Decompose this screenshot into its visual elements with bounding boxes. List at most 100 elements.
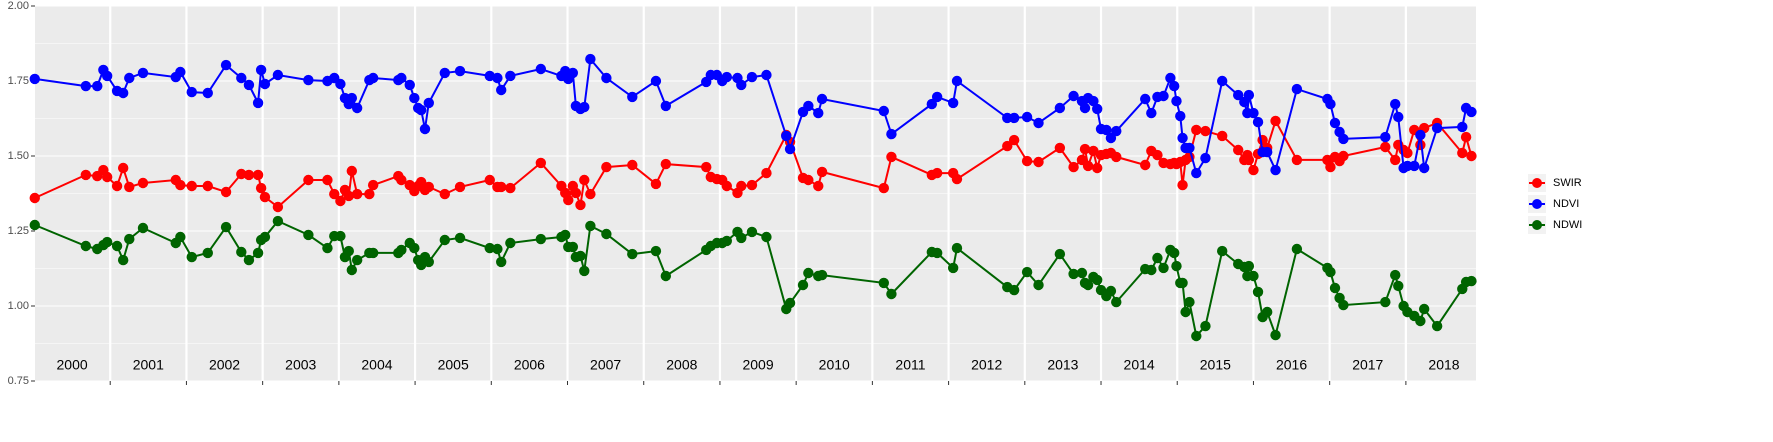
point	[1380, 296, 1391, 308]
point	[496, 181, 507, 193]
point	[585, 53, 596, 65]
point	[423, 97, 434, 109]
y-tick-label: 1.75	[8, 75, 29, 87]
point	[813, 107, 824, 119]
point	[931, 247, 943, 259]
point	[1261, 306, 1273, 318]
point	[878, 182, 890, 194]
point	[1431, 122, 1443, 134]
point	[813, 180, 824, 192]
point	[220, 221, 232, 233]
point	[1158, 262, 1169, 274]
point	[1415, 129, 1426, 141]
point	[1092, 274, 1103, 286]
point	[951, 242, 963, 254]
point	[1217, 75, 1228, 87]
point	[272, 215, 284, 227]
point	[272, 69, 284, 81]
point	[784, 297, 796, 309]
point	[601, 161, 612, 173]
point	[816, 269, 828, 281]
point	[1243, 89, 1255, 101]
point	[396, 174, 407, 186]
point	[1291, 154, 1303, 166]
point	[1008, 134, 1020, 146]
point	[175, 231, 186, 243]
point	[202, 180, 213, 192]
point	[1252, 116, 1264, 128]
point	[1111, 125, 1122, 137]
point	[454, 232, 466, 244]
point	[243, 254, 255, 266]
point	[1233, 144, 1244, 156]
point	[1076, 267, 1088, 279]
point	[736, 79, 747, 91]
point	[701, 161, 712, 173]
year-label: 2016	[1276, 357, 1307, 373]
point	[220, 59, 232, 71]
point	[202, 247, 213, 259]
point	[1082, 279, 1094, 291]
point	[886, 288, 897, 300]
point	[272, 201, 284, 213]
point	[92, 80, 103, 92]
year-label: 2006	[514, 357, 545, 373]
point	[1291, 243, 1303, 255]
point	[1191, 124, 1202, 136]
point	[454, 181, 466, 193]
point	[1054, 248, 1066, 260]
point	[947, 262, 959, 274]
point	[660, 100, 672, 112]
point	[367, 72, 379, 84]
point	[535, 157, 547, 169]
point	[351, 102, 363, 114]
point	[1402, 147, 1413, 159]
point	[419, 123, 431, 135]
year-label: 2002	[209, 357, 240, 373]
point	[137, 67, 149, 79]
point	[567, 67, 579, 79]
point	[1270, 329, 1281, 341]
point	[496, 256, 507, 268]
year-label: 2014	[1124, 357, 1155, 373]
point	[1380, 131, 1391, 143]
point	[1033, 279, 1044, 291]
point	[259, 191, 271, 203]
point	[579, 265, 590, 277]
point	[1217, 245, 1228, 257]
point	[29, 73, 40, 85]
point	[186, 86, 197, 98]
point	[1418, 162, 1430, 174]
year-label: 2004	[361, 357, 392, 373]
legend-marker	[1532, 199, 1542, 209]
point	[1466, 275, 1477, 287]
point	[947, 97, 959, 109]
point	[560, 229, 571, 241]
point	[1252, 286, 1264, 298]
point	[1140, 159, 1151, 171]
point	[303, 229, 314, 241]
point	[1088, 95, 1099, 107]
point	[1390, 154, 1401, 166]
point	[492, 72, 503, 84]
year-label: 2005	[438, 357, 469, 373]
year-label: 2001	[133, 357, 164, 373]
point	[951, 75, 963, 87]
point	[351, 254, 363, 266]
point	[124, 72, 135, 84]
point	[1217, 130, 1228, 142]
point	[423, 256, 434, 268]
point	[303, 174, 314, 186]
point	[1177, 132, 1188, 144]
point	[746, 179, 758, 191]
point	[29, 192, 40, 204]
point	[175, 179, 186, 191]
point	[303, 74, 314, 86]
point	[1415, 315, 1426, 327]
point	[761, 167, 772, 179]
point	[784, 143, 796, 155]
point	[1068, 90, 1079, 102]
point	[505, 70, 516, 82]
point	[1393, 280, 1404, 292]
